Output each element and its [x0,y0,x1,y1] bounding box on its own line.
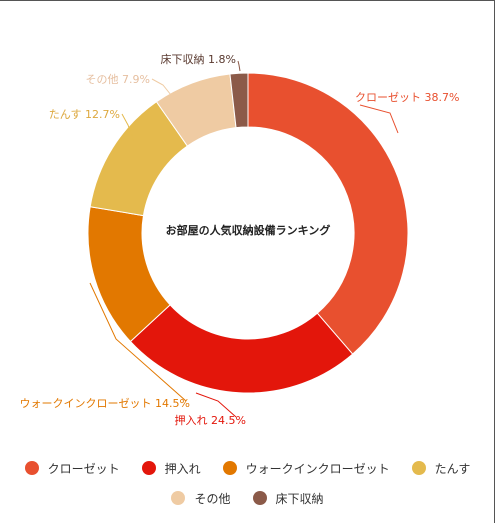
legend-item[interactable]: その他 [171,490,231,507]
legend-swatch [411,461,426,475]
data-label: 床下収納 1.8% [161,52,236,66]
legend-label: ウォークインクローゼット [245,461,390,476]
callout-line [151,78,172,96]
data-label: クローゼット 38.7% [355,91,459,104]
data-label: その他 7.9% [86,73,150,86]
pie-slice[interactable] [247,72,409,355]
callout-line [237,60,241,72]
legend-item[interactable]: 床下収納 [252,490,324,507]
legend-label: 床下収納 [275,491,324,506]
data-label: 押入れ 24.5% [175,413,246,427]
legend-item[interactable]: クローゼット [24,460,120,477]
legend-swatch [222,461,237,475]
legend-label: その他 [194,491,231,506]
data-label: たんす 12.7% [49,108,120,121]
legend-swatch [171,491,186,505]
pie-slice[interactable] [229,72,249,129]
callout-line [89,282,187,402]
legend-label: 押入れ [164,461,201,476]
data-label: ウォークインクローゼット 14.5% [20,397,190,410]
chart-title: お部屋の人気収納設備ランキング [166,223,331,237]
donut-chart: クローゼット 38.7% 押入れ 24.5% ウォークインクローゼット 14.5% た… [20,52,460,427]
legend: クローゼット 押入れ ウォークインクローゼット たんす その他 床下収納 [0,453,495,513]
legend-item[interactable]: 押入れ [141,460,201,477]
legend-swatch [252,491,267,505]
pie-slice[interactable] [129,304,354,394]
callout-line [195,392,237,418]
legend-swatch [141,461,156,475]
callout-line [121,113,135,142]
callout-line [359,104,399,134]
legend-item[interactable]: たんす [411,460,471,477]
legend-label: クローゼット [47,461,120,476]
legend-label: たんす [434,461,471,476]
legend-swatch [24,461,39,475]
legend-item[interactable]: ウォークインクローゼット [222,460,390,477]
